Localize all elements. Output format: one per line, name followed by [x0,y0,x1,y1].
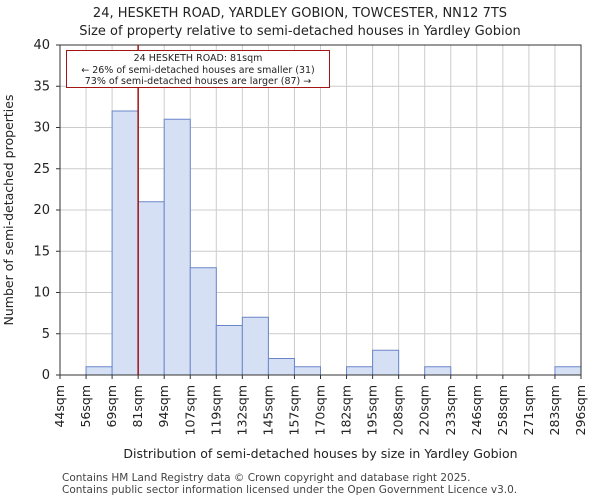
histogram-bar [189,267,217,376]
histogram-bar [111,110,139,376]
chart-subtitle: Size of property relative to semi-detach… [79,24,521,39]
x-tick-label: 170sqm [313,385,328,435]
x-tick-labels: 44sqm 56sqm 69sqm 81sqm 94sqm 107sqm 119sqm 132… [52,375,588,435]
x-tick-label: 246sqm [469,385,484,435]
chart-title: 24, HESKETH ROAD, YARDLEY GOBION, TOWCES… [92,6,508,21]
x-tick-label: 145sqm [260,385,275,435]
annotation-line-1: 24 HESKETH ROAD: 81sqm [133,53,263,64]
x-tick-label: 119sqm [208,385,223,435]
y-tick-label: 25 [33,162,50,177]
annotation-line-2: ← 26% of semi-detached houses are smalle… [81,64,315,76]
y-tick-label: 5 [42,327,50,342]
x-tick-label: 195sqm [365,385,380,435]
histogram-bar [241,316,269,376]
bars [85,110,582,376]
x-tick-label: 56sqm [78,385,93,428]
histogram-bar [163,118,191,376]
footer-licence: Contains public sector information licen… [62,484,518,496]
y-tick-label: 15 [33,244,50,259]
y-tick-label: 0 [42,368,50,383]
x-tick-label: 208sqm [391,385,406,435]
x-tick-label: 233sqm [443,385,458,435]
y-tick-label: 10 [33,286,50,301]
annotation-line-3: 73% of semi-detached houses are larger (… [84,76,312,87]
histogram-bar [85,366,113,376]
histogram-bar [293,366,322,376]
histogram-bar [215,325,243,376]
y-axis-label: Number of semi-detached properties [1,95,16,326]
x-tick-label: 271sqm [521,385,536,435]
x-tick-label: 157sqm [286,385,301,435]
x-tick-label: 132sqm [234,385,249,435]
x-tick-label: 69sqm [104,385,119,428]
y-tick-label: 30 [33,121,50,136]
y-tick-label: 20 [33,203,50,218]
annotation-box: 24 HESKETH ROAD: 81sqm ← 26% of semi-det… [66,50,330,88]
x-tick-label: 220sqm [417,385,432,435]
y-tick-label: 40 [33,38,50,53]
y-tick-labels: 0 5 10 15 20 25 30 35 40 [33,38,60,383]
x-tick-label: 81sqm [130,385,145,428]
x-tick-label: 44sqm [52,385,67,428]
x-tick-label: 296sqm [573,385,588,435]
x-tick-label: 107sqm [182,385,197,435]
histogram-bar [424,366,452,376]
footer-copyright: Contains HM Land Registry data © Crown c… [62,472,471,484]
x-axis-label: Distribution of semi-detached houses by … [123,446,517,461]
x-tick-label: 94sqm [156,385,171,428]
x-tick-label: 283sqm [547,385,562,435]
histogram-bar [346,366,374,376]
x-tick-label: 258sqm [495,385,510,435]
histogram-bar [137,201,165,376]
y-tick-label: 35 [33,79,50,94]
histogram-bar [372,349,400,376]
histogram-bar [267,358,295,376]
histogram-bar [554,366,582,376]
x-tick-label: 182sqm [339,385,354,435]
